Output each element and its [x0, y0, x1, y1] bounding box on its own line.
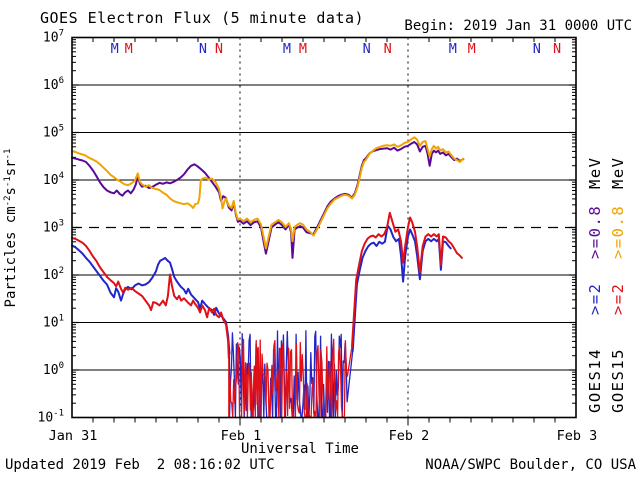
series-g14_e2-post — [351, 224, 452, 352]
gridlines — [72, 37, 576, 418]
y-tick-label: 106 — [43, 76, 64, 93]
noon-midnight-markers: M M M M M MN N N N N N — [111, 41, 562, 57]
legend-goes15-e08_label: >=0.8 — [609, 205, 627, 259]
y-axis-title: Particles cm-2s-1sr-1 — [3, 149, 19, 308]
axis-ticks — [72, 37, 576, 426]
legend-goes14-unit_label: MeV — [586, 157, 604, 190]
y-tick-label: 107 — [43, 29, 64, 46]
legend-goes14-e2_label: >=2 — [586, 283, 604, 316]
marker-midnight-goes14: M — [449, 41, 457, 57]
series-noise-g15_e2 — [228, 338, 353, 419]
marker-noon-goes14: N — [199, 41, 207, 57]
legend-goes14-e08_label: >=0.8 — [586, 205, 604, 259]
marker-midnight-goes14: M — [283, 41, 291, 57]
y-axis-tick-labels: 107 106 105 104 103 102 101 100 10-1 — [38, 29, 65, 426]
legend-goes15-satellite: GOES15 — [609, 348, 627, 413]
marker-midnight-goes15: M — [468, 41, 476, 57]
x-tick-label: Jan 31 — [49, 428, 98, 444]
marker-noon-goes14: N — [363, 41, 371, 57]
marker-noon-goes15: N — [553, 41, 561, 57]
series-g15_e2-pre — [71, 237, 230, 360]
marker-noon-goes15: N — [215, 41, 223, 57]
y-tick-label: 102 — [43, 266, 64, 283]
legend-goes15-unit_label: MeV — [609, 157, 627, 190]
legend: GOES14 >=2 >=0.8 MeV GOES15 >=2 >=0.8 MeV — [586, 157, 627, 414]
x-tick-label: Feb 2 — [389, 428, 430, 444]
series-g14_e2-pre — [71, 244, 231, 355]
series-g15_e08 — [71, 136, 465, 250]
x-tick-label: Feb 1 — [221, 428, 262, 444]
series-g15_e2-post — [351, 211, 463, 348]
marker-midnight-goes15: M — [125, 41, 133, 57]
marker-midnight-goes15: M — [299, 41, 307, 57]
y-tick-label: 105 — [43, 124, 64, 141]
y-tick-label: 100 — [43, 361, 64, 378]
begin-timestamp-label: Begin: 2019 Jan 31 0000 UTC — [404, 18, 632, 34]
x-axis-title: Universal Time — [240, 441, 359, 457]
y-tick-label: 103 — [43, 219, 64, 236]
y-tick-label: 104 — [43, 171, 64, 188]
legend-goes15-e2_label: >=2 — [609, 283, 627, 316]
marker-noon-goes15: N — [384, 41, 392, 57]
y-tick-label: 10-1 — [38, 409, 65, 426]
y-tick-label: 101 — [43, 314, 64, 331]
flux-series — [71, 136, 465, 419]
source-attribution-label: NOAA/SWPC Boulder, CO USA — [425, 457, 636, 473]
legend-goes14-satellite: GOES14 — [586, 348, 604, 413]
x-axis-tick-labels: Jan 31 Feb 1 Feb 2 Feb 3 — [49, 428, 598, 444]
marker-noon-goes14: N — [533, 41, 541, 57]
marker-midnight-goes14: M — [111, 41, 119, 57]
updated-timestamp-label: Updated 2019 Feb 2 08:16:02 UTC — [5, 457, 275, 473]
chart-title: GOES Electron Flux (5 minute data) — [40, 9, 365, 27]
plot-frame — [71, 36, 577, 419]
y-axis-title-text: Particles cm-2s-1sr-1 — [3, 149, 19, 308]
x-tick-label: Feb 3 — [557, 428, 598, 444]
